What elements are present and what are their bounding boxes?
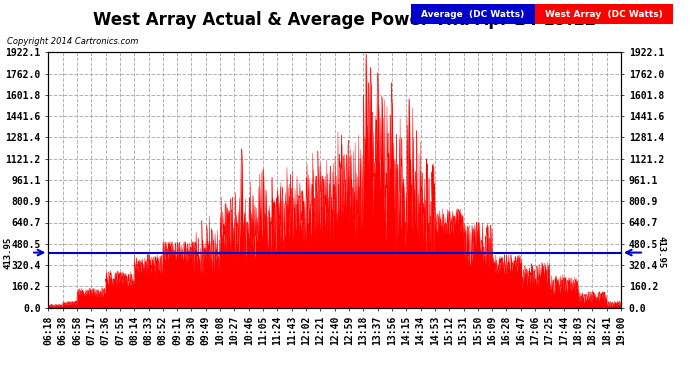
Text: Copyright 2014 Cartronics.com: Copyright 2014 Cartronics.com	[7, 38, 138, 46]
Text: West Array Actual & Average Power Thu Apr 24 19:12: West Array Actual & Average Power Thu Ap…	[93, 11, 597, 29]
Text: Average  (DC Watts): Average (DC Watts)	[421, 10, 524, 18]
Text: 413.95: 413.95	[3, 237, 12, 269]
Text: 413.95: 413.95	[657, 237, 666, 269]
Text: West Array  (DC Watts): West Array (DC Watts)	[545, 10, 662, 18]
